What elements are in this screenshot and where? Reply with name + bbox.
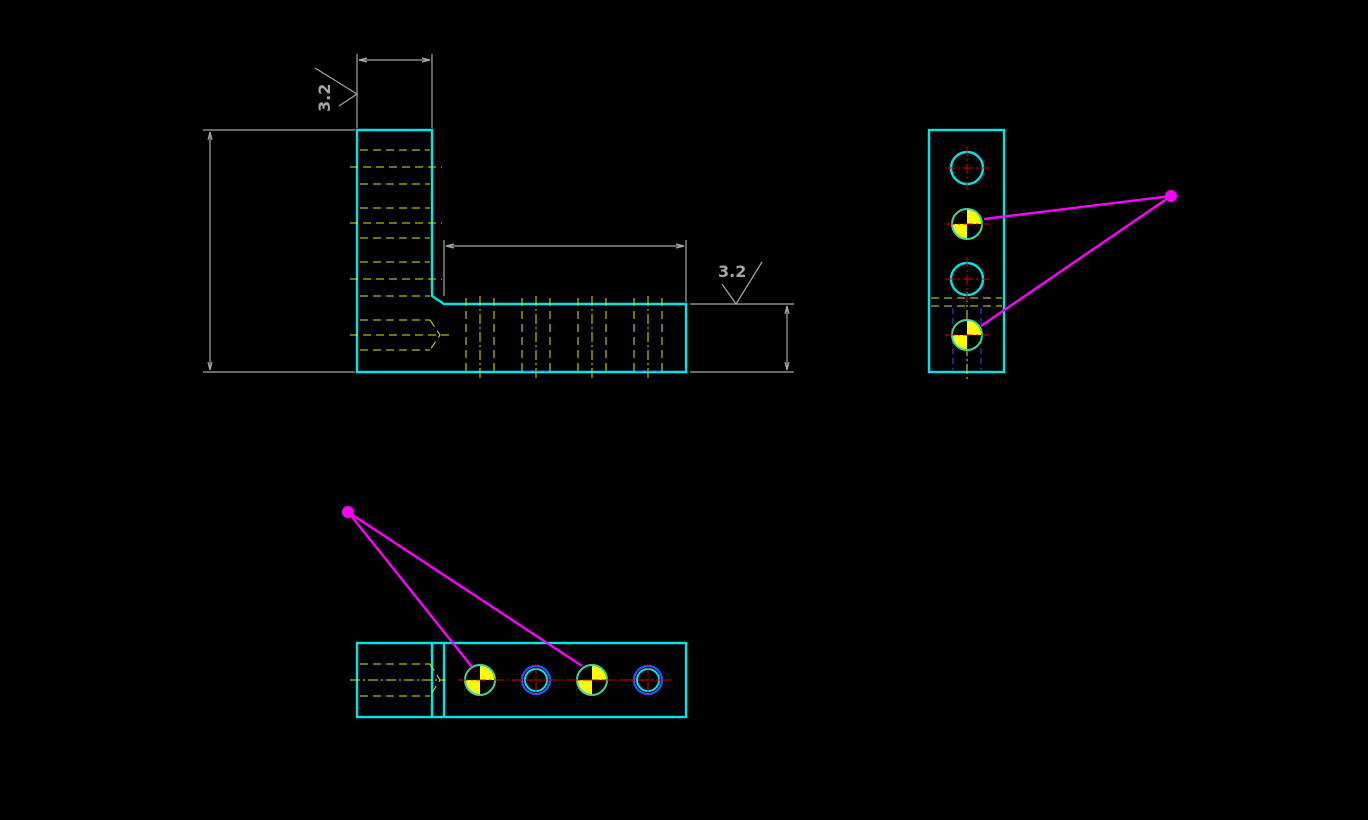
surface-finish-value-step: 3.2 xyxy=(718,262,746,281)
front-view-hidden-holes xyxy=(465,296,663,380)
side-view-hole-1[interactable] xyxy=(945,146,989,190)
side-view-hole-2[interactable] xyxy=(945,257,989,301)
side-view-leader[interactable] xyxy=(980,190,1177,327)
front-view-dimensions xyxy=(203,54,794,373)
front-view[interactable]: 3.2 3.2 xyxy=(203,54,794,380)
surface-finish-value-top: 3.2 xyxy=(315,84,334,112)
top-view[interactable] xyxy=(342,506,688,719)
top-view-leader[interactable] xyxy=(342,506,583,668)
side-view-datum-marker-2[interactable] xyxy=(945,319,989,351)
front-view-outline[interactable] xyxy=(355,128,688,374)
leader-grip-point-top[interactable] xyxy=(342,506,354,518)
surface-finish-symbol-step: 3.2 xyxy=(718,261,763,306)
leader-grip-point-side[interactable] xyxy=(1165,190,1177,202)
side-view-datum-marker-1[interactable] xyxy=(945,208,989,240)
surface-finish-symbol-top: 3.2 xyxy=(314,67,359,112)
front-view-hidden-threads xyxy=(350,149,450,351)
top-view-hidden-thread xyxy=(350,663,446,697)
side-view[interactable] xyxy=(927,128,1177,380)
